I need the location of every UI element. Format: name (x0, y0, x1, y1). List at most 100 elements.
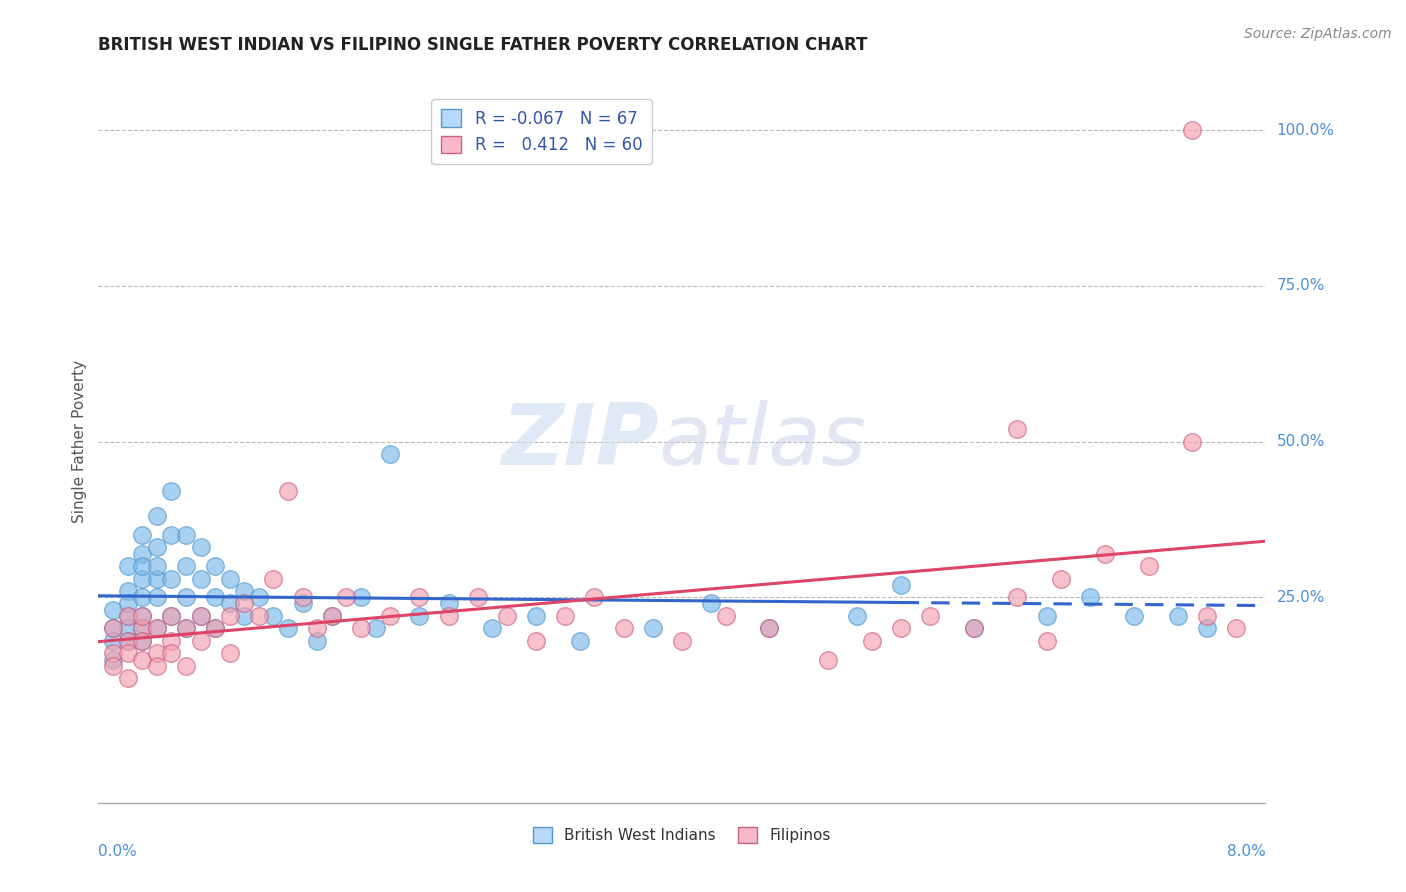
Point (817, 652, 839, 666)
Point (218, 597, 240, 611)
Y-axis label: Single Father Poverty: Single Father Poverty (72, 360, 87, 523)
Point (233, 609, 256, 624)
Point (131, 609, 153, 624)
Point (146, 559, 169, 574)
Point (174, 658, 197, 673)
Point (101, 646, 124, 660)
Point (962, 621, 984, 635)
Point (1035, 609, 1057, 624)
Point (1035, 633, 1057, 648)
Text: 0.0%: 0.0% (98, 845, 138, 860)
Text: 8.0%: 8.0% (1226, 845, 1265, 860)
Point (101, 621, 124, 635)
Point (190, 541, 212, 555)
Point (190, 609, 212, 624)
Point (117, 633, 139, 648)
Point (1181, 434, 1204, 449)
Text: ZIP: ZIP (501, 400, 658, 483)
Point (190, 572, 212, 586)
Point (146, 621, 169, 635)
Point (160, 609, 183, 624)
Point (146, 658, 169, 673)
Point (524, 633, 547, 648)
Point (380, 609, 402, 624)
Point (117, 559, 139, 574)
Point (146, 646, 169, 660)
Point (758, 621, 780, 635)
Point (612, 621, 634, 635)
Point (1137, 559, 1160, 574)
Point (131, 591, 153, 605)
Text: BRITISH WEST INDIAN VS FILIPINO SINGLE FATHER POVERTY CORRELATION CHART: BRITISH WEST INDIAN VS FILIPINO SINGLE F… (98, 36, 868, 54)
Point (307, 633, 329, 648)
Point (131, 633, 153, 648)
Point (467, 591, 489, 605)
Point (117, 609, 139, 624)
Point (218, 646, 240, 660)
Text: 25.0%: 25.0% (1277, 590, 1324, 605)
Point (437, 597, 460, 611)
Point (101, 621, 124, 635)
Point (174, 559, 197, 574)
Legend: British West Indians, Filipinos: British West Indians, Filipinos (527, 822, 837, 849)
Point (364, 621, 387, 635)
Point (641, 621, 664, 635)
Point (204, 621, 226, 635)
Point (481, 621, 503, 635)
Point (160, 528, 183, 542)
Point (860, 633, 883, 648)
Point (1197, 621, 1219, 635)
Point (408, 591, 430, 605)
Point (160, 572, 183, 586)
Point (321, 609, 343, 624)
Point (554, 609, 576, 624)
Point (190, 633, 212, 648)
Point (671, 633, 693, 648)
Point (174, 591, 197, 605)
Point (758, 621, 780, 635)
Point (233, 584, 256, 599)
Point (1050, 572, 1073, 586)
Point (117, 597, 139, 611)
Text: 100.0%: 100.0% (1277, 122, 1334, 137)
Point (307, 621, 329, 635)
Point (146, 509, 169, 524)
Text: atlas: atlas (658, 400, 866, 483)
Point (1181, 123, 1204, 137)
Point (1197, 609, 1219, 624)
Point (117, 584, 139, 599)
Point (321, 609, 343, 624)
Point (583, 591, 606, 605)
Point (291, 591, 314, 605)
Point (262, 572, 284, 586)
Point (117, 671, 139, 685)
Point (146, 621, 169, 635)
Point (568, 633, 591, 648)
Point (218, 609, 240, 624)
Point (146, 572, 169, 586)
Point (174, 528, 197, 542)
Text: 50.0%: 50.0% (1277, 434, 1324, 449)
Point (408, 609, 430, 624)
Point (277, 484, 299, 499)
Point (131, 652, 153, 666)
Point (101, 603, 124, 617)
Point (101, 652, 124, 666)
Point (131, 621, 153, 635)
Point (117, 646, 139, 660)
Point (146, 541, 169, 555)
Point (1225, 621, 1247, 635)
Point (350, 591, 373, 605)
Point (1007, 591, 1029, 605)
Point (1080, 591, 1102, 605)
Point (218, 572, 240, 586)
Point (890, 578, 912, 592)
Point (131, 621, 153, 635)
Point (117, 621, 139, 635)
Point (437, 609, 460, 624)
Text: Source: ZipAtlas.com: Source: ZipAtlas.com (1244, 27, 1392, 41)
Point (160, 609, 183, 624)
Point (233, 597, 256, 611)
Point (918, 609, 941, 624)
Point (524, 609, 547, 624)
